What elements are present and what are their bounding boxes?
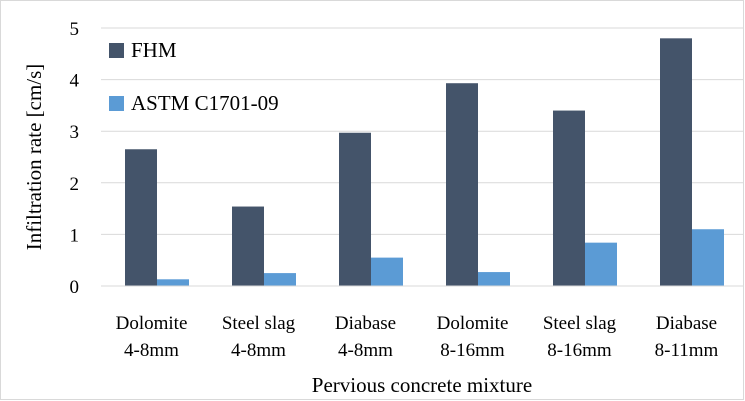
x-tick-label: Dolomite 8-16mm <box>437 313 509 361</box>
legend: FHM ASTM C1701-09 <box>109 38 279 115</box>
legend-label: ASTM C1701-09 <box>131 91 279 115</box>
bar-fhm <box>660 38 692 286</box>
bars <box>125 38 724 286</box>
x-axis-title: Pervious concrete mixture <box>312 373 532 397</box>
y-tick-label: 2 <box>70 174 80 195</box>
bar-astm <box>371 257 403 286</box>
bar-astm <box>585 242 617 286</box>
x-tick-label: Dolomite 4-8mm <box>116 313 188 361</box>
legend-swatch <box>109 96 124 111</box>
legend-swatch <box>109 43 124 58</box>
bar-astm <box>157 279 189 286</box>
gridlines <box>101 27 743 235</box>
bar-fhm <box>125 149 157 286</box>
x-tick-labels: Dolomite 4-8mm Steel slag 4-8mm Diabase 4-8mm… <box>116 313 719 361</box>
y-tick-label: 5 <box>70 19 80 40</box>
y-tick-labels: 0 1 2 3 4 5 <box>70 19 80 298</box>
y-tick-label: 1 <box>70 225 80 246</box>
x-tick-label: Diabase 4-8mm <box>335 313 396 361</box>
y-tick-label: 0 <box>70 277 80 298</box>
bar-fhm <box>446 83 478 286</box>
bar-astm <box>478 272 510 286</box>
y-tick-label: 3 <box>70 122 80 143</box>
bar-astm <box>264 273 296 286</box>
x-tick-label: Steel slag 4-8mm <box>222 313 296 361</box>
y-tick-label: 4 <box>70 71 80 92</box>
bar-fhm <box>339 132 371 286</box>
y-axis-title: Infiltration rate [cm/s] <box>22 64 46 251</box>
x-tick-label: Diabase 8-11mm <box>655 313 719 361</box>
x-tick-label: Steel slag 8-16mm <box>543 313 617 361</box>
bar-fhm <box>232 206 264 286</box>
bar-astm <box>692 229 724 286</box>
bar-fhm <box>553 110 585 286</box>
legend-label: FHM <box>131 38 177 62</box>
